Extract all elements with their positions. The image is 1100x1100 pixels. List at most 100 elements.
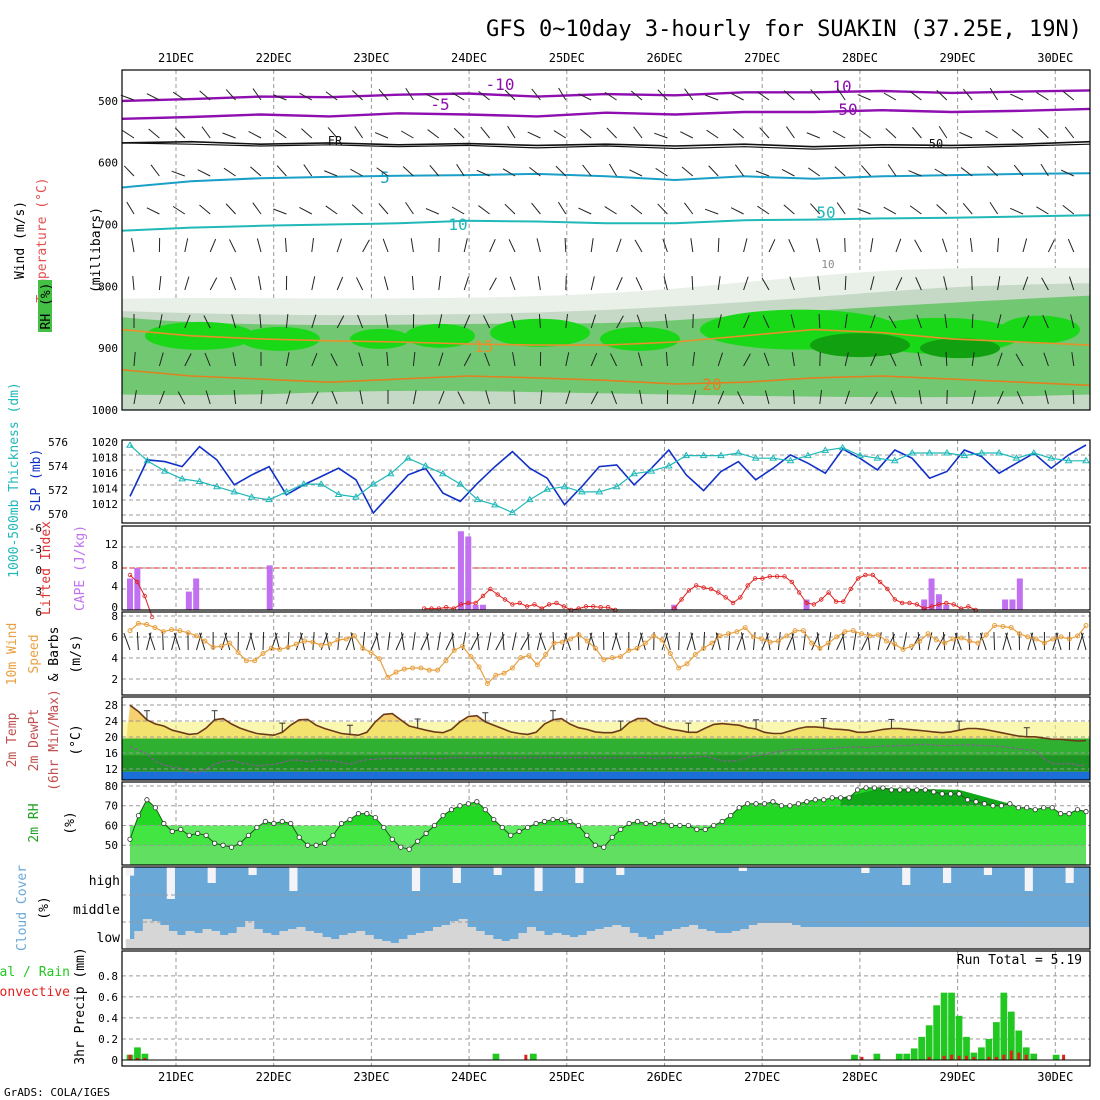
rh-point [482, 807, 488, 813]
axis-label: (°C) [69, 724, 84, 755]
wind-speed-point [1008, 625, 1014, 631]
wind-barb [987, 165, 998, 177]
wind-speed-point [335, 637, 341, 643]
rh-point [135, 812, 142, 819]
cape-bar [1002, 599, 1009, 610]
low-cloud-bar [1013, 927, 1023, 949]
wind-barb [997, 276, 1001, 291]
wind-speed-point [958, 635, 964, 641]
slp-tick-label: 1014 [92, 483, 119, 496]
wind-speed-point [892, 641, 898, 647]
wind-barb [451, 92, 465, 101]
wind-speed-point [992, 622, 998, 628]
high-cloud-gap [1024, 867, 1033, 891]
wind-speed-point [809, 640, 815, 646]
cape-bar [185, 591, 192, 610]
precip-convective-bar [1009, 1050, 1013, 1060]
low-cloud-bar [467, 927, 477, 949]
wind-barb [426, 632, 430, 651]
wind-speed-point [476, 664, 482, 670]
isotherm-label: 10 [821, 258, 834, 271]
rh-point [457, 803, 463, 809]
wind-barb [356, 277, 364, 291]
low-cloud-bar [953, 927, 963, 949]
wind-barb [1030, 632, 1037, 651]
rh-point [423, 830, 429, 836]
wind-barb [927, 632, 933, 651]
precip-total-bar [141, 1053, 149, 1060]
precip-total-bar [948, 992, 955, 1060]
wind-barb [248, 130, 262, 139]
date-label-top: 29DEC [940, 51, 976, 65]
wind-barb [841, 632, 846, 651]
wind-barb [502, 632, 505, 651]
wind-speed-point [983, 632, 989, 638]
wind-barb [299, 206, 313, 215]
rh-shading-95 [810, 333, 910, 358]
thickness-point [804, 451, 812, 459]
low-cloud-bar [296, 927, 306, 949]
low-cloud-bar [134, 931, 144, 949]
wind-speed-point [376, 656, 382, 662]
li-tick-label: -6 [29, 522, 42, 535]
isotherm-line [121, 369, 1091, 387]
wind-speed-point [867, 633, 873, 639]
wind-barb [1010, 93, 1024, 101]
wind-barb [683, 202, 694, 215]
cape-bar [193, 578, 200, 610]
date-label-top: 24DEC [451, 51, 487, 65]
high-cloud-gap [411, 867, 421, 891]
low-cloud-bar [458, 919, 468, 949]
precip-convective-bar [965, 1055, 968, 1060]
wind-barb [1022, 238, 1028, 253]
wind-speed-point [518, 655, 524, 661]
cape-tick-label: 12 [105, 538, 118, 551]
precip-total-bar [895, 1053, 903, 1060]
rh-point [516, 828, 522, 835]
rh-point [567, 818, 573, 825]
date-label-bottom: 22DEC [256, 1070, 292, 1084]
axis-label: 2m DewPt [27, 709, 42, 772]
wind-barb [1072, 389, 1075, 405]
rh-point [956, 791, 962, 797]
lifted-index-point [848, 586, 853, 592]
wind-speed-point [942, 640, 948, 646]
wind-barb [1044, 390, 1049, 405]
wind-barb [761, 277, 770, 291]
low-cloud-bar [800, 927, 810, 949]
wind-barb [438, 314, 443, 329]
wind-barb [892, 632, 896, 651]
rh-point [381, 824, 387, 831]
axis-label: (6hr Min/Max) [47, 689, 62, 791]
wind-speed-point [967, 638, 973, 644]
wind-speed-point [252, 658, 258, 664]
wind-speed-point [825, 640, 831, 646]
wind-speed-point [218, 643, 224, 649]
lifted-index-line [424, 588, 616, 611]
wind-barb [590, 314, 597, 329]
wind-barb [680, 131, 694, 139]
axis-label: Cloud Cover [15, 865, 30, 951]
wind-barb [908, 170, 922, 177]
precip-total-bar [1007, 1011, 1015, 1060]
thickness-point [995, 448, 1003, 456]
wind-speed-point [360, 645, 366, 651]
wind-barb [311, 238, 315, 253]
wind-speed-point [1075, 633, 1081, 639]
low-cloud-bar [279, 931, 289, 949]
wind-speed-point [1050, 636, 1056, 642]
wind-speed-point [726, 631, 732, 637]
wind-barb [359, 390, 364, 405]
wind-barb [303, 164, 313, 177]
wind-speed-point [684, 661, 690, 667]
wind-speed-point [659, 637, 665, 643]
wind-barb [476, 169, 490, 177]
wind-barb [209, 238, 217, 253]
lifted-index-point [855, 576, 861, 581]
run-total-label: Run Total = 5.19 [957, 953, 1082, 968]
thickness-point [664, 461, 673, 469]
wind-barb [763, 352, 770, 367]
low-cloud-bar [714, 933, 724, 949]
wind-barb [336, 276, 344, 291]
low-cloud-bar [475, 931, 485, 949]
